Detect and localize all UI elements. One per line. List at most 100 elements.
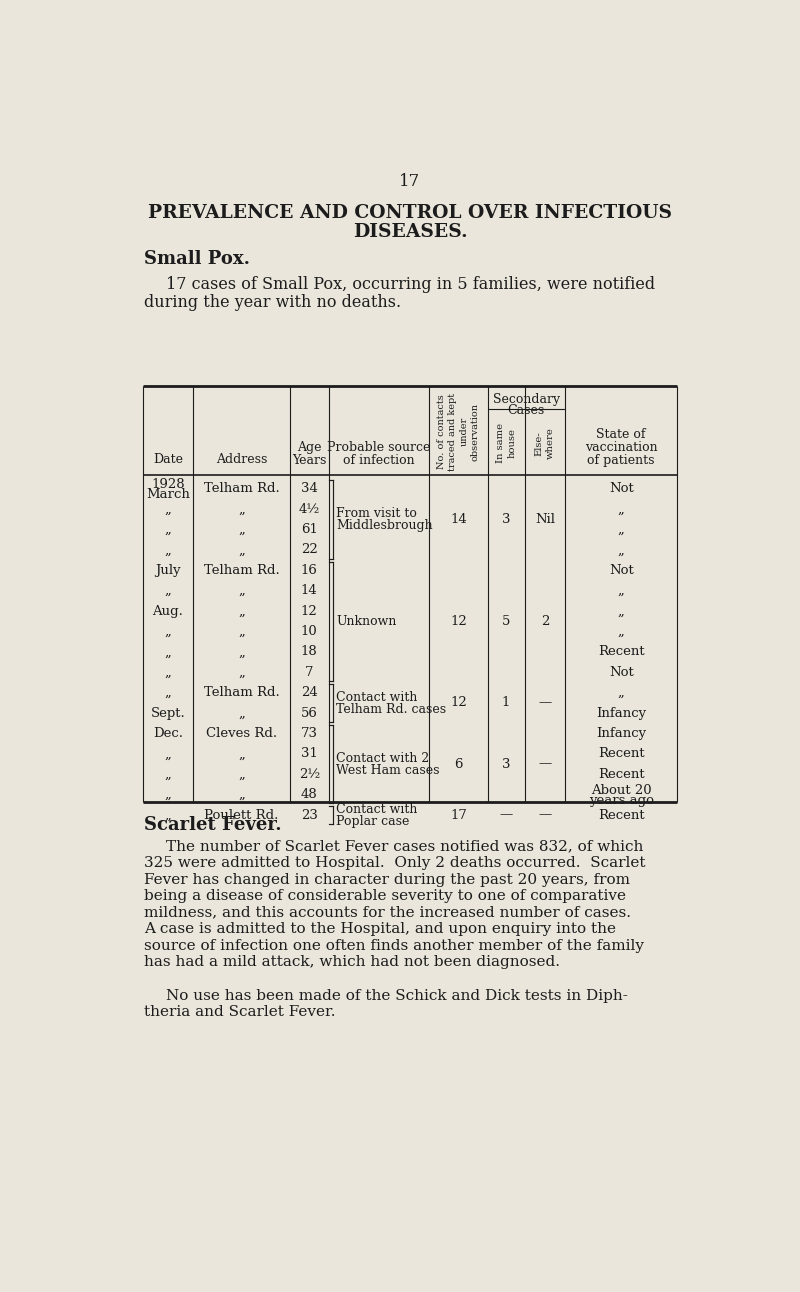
Text: „: „ [165,767,171,780]
Text: Contact with 2: Contact with 2 [336,752,430,765]
Text: Recent: Recent [598,767,645,780]
Text: —: — [538,757,551,770]
Text: being a disease of considerable severity to one of comparative: being a disease of considerable severity… [144,889,626,903]
Text: Telham Rd. cases: Telham Rd. cases [336,703,446,716]
Text: has had a mild attack, which had not been diagnosed.: has had a mild attack, which had not bee… [144,955,560,969]
Text: 7: 7 [305,665,314,678]
Text: Years: Years [292,455,326,468]
Text: Telham Rd.: Telham Rd. [203,686,279,699]
Text: 56: 56 [301,707,318,720]
Text: source of infection one often finds another member of the family: source of infection one often finds anot… [144,939,644,952]
Text: Sept.: Sept. [150,707,185,720]
Text: Aug.: Aug. [152,605,183,618]
Text: „: „ [238,605,245,618]
Text: 2: 2 [541,615,549,628]
Text: „: „ [165,665,171,678]
Text: „: „ [238,747,245,761]
Text: „: „ [165,646,171,659]
Text: „: „ [618,584,625,597]
Text: 34: 34 [301,482,318,495]
Text: State of: State of [597,428,646,441]
Text: Unknown: Unknown [336,615,397,628]
Text: Telham Rd.: Telham Rd. [203,563,279,576]
Text: Age: Age [297,441,322,455]
Text: Secondary: Secondary [493,393,560,407]
Text: A case is admitted to the Hospital, and upon enquiry into the: A case is admitted to the Hospital, and … [144,922,616,937]
Text: „: „ [618,503,625,516]
Text: 24: 24 [301,686,318,699]
Text: No use has been made of the Schick and Dick tests in Diph-: No use has been made of the Schick and D… [166,988,628,1003]
Text: 14: 14 [301,584,318,597]
Text: 12: 12 [450,615,467,628]
Text: „: „ [238,767,245,780]
Text: 5: 5 [502,615,510,628]
Text: Else-
where: Else- where [535,428,555,460]
Text: vaccination: vaccination [585,441,658,455]
Text: „: „ [238,544,245,557]
Text: „: „ [618,544,625,557]
Text: Poulett Rd.: Poulett Rd. [204,809,278,822]
Text: mildness, and this accounts for the increased number of cases.: mildness, and this accounts for the incr… [144,906,631,920]
Text: Address: Address [216,452,267,465]
Text: 2½: 2½ [298,767,320,780]
Text: 17: 17 [450,809,467,822]
Text: 23: 23 [301,809,318,822]
Text: 61: 61 [301,523,318,536]
Text: „: „ [165,747,171,761]
Text: No. of contacts
traced and kept
under
observation: No. of contacts traced and kept under ob… [438,393,479,470]
Text: „: „ [238,503,245,516]
Text: „: „ [238,625,245,638]
Text: 12: 12 [301,605,318,618]
Text: 3: 3 [502,513,510,526]
Text: 1928: 1928 [151,478,185,491]
Text: Contact with: Contact with [336,691,418,704]
Text: „: „ [165,544,171,557]
Text: Infancy: Infancy [596,727,646,740]
Text: Scarlet Fever.: Scarlet Fever. [144,817,282,833]
Text: „: „ [165,686,171,699]
Text: „: „ [165,523,171,536]
Text: Small Pox.: Small Pox. [144,249,250,267]
Text: „: „ [165,584,171,597]
Text: 14: 14 [450,513,467,526]
Text: Poplar case: Poplar case [336,815,410,828]
Text: July: July [155,563,181,576]
Text: „: „ [165,503,171,516]
Text: Dec.: Dec. [153,727,183,740]
Text: From visit to: From visit to [336,508,418,521]
Text: „: „ [238,707,245,720]
Text: About 20: About 20 [591,783,651,797]
Text: 31: 31 [301,747,318,761]
Text: of infection: of infection [343,455,415,468]
Text: March: March [146,488,190,501]
Text: 17 cases of Small Pox, occurring in 5 families, were notified: 17 cases of Small Pox, occurring in 5 fa… [166,276,655,293]
Text: DISEASES.: DISEASES. [353,224,467,242]
Text: years ago: years ago [589,795,654,808]
Text: Date: Date [153,452,183,465]
Text: „: „ [238,665,245,678]
Text: Middlesbrough: Middlesbrough [336,519,433,532]
Text: —: — [538,809,551,822]
Text: PREVALENCE AND CONTROL OVER INFECTIOUS: PREVALENCE AND CONTROL OVER INFECTIOUS [148,204,672,222]
Text: —: — [538,696,551,709]
Text: „: „ [165,625,171,638]
Text: Recent: Recent [598,747,645,761]
Text: „: „ [618,625,625,638]
Text: „: „ [238,788,245,801]
Text: of patients: of patients [587,455,655,468]
Text: 16: 16 [301,563,318,576]
Text: Cleves Rd.: Cleves Rd. [206,727,277,740]
Text: 4½: 4½ [298,503,320,516]
Text: Not: Not [609,665,634,678]
Text: 325 were admitted to Hospital.  Only 2 deaths occurred.  Scarlet: 325 were admitted to Hospital. Only 2 de… [144,857,646,870]
Text: „: „ [618,605,625,618]
Text: Cases: Cases [508,404,545,417]
Text: 12: 12 [450,696,467,709]
Text: Not: Not [609,563,634,576]
Text: 18: 18 [301,646,318,659]
Text: „: „ [165,788,171,801]
Text: —: — [499,809,513,822]
Text: „: „ [238,523,245,536]
Text: Recent: Recent [598,646,645,659]
Text: Infancy: Infancy [596,707,646,720]
